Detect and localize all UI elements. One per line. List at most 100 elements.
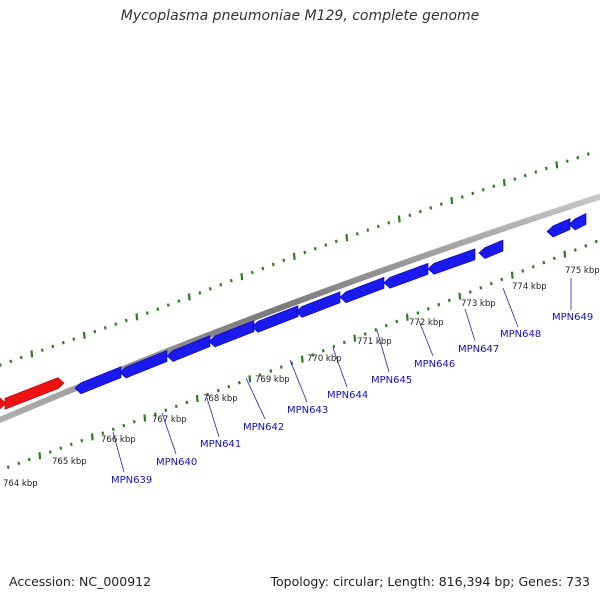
minor-tick [584, 244, 588, 248]
minor-tick [229, 278, 233, 283]
minor-tick [101, 431, 105, 435]
minor-tick [19, 355, 23, 360]
major-tick [405, 313, 409, 321]
minor-tick [198, 291, 202, 295]
gene-label: MPN648 [500, 329, 541, 340]
major-tick [90, 433, 94, 441]
map-title: Mycoplasma pneumoniae M129, complete gen… [120, 8, 480, 24]
minor-tick [72, 337, 76, 341]
minor-tick [206, 392, 210, 397]
gene-label: MPN645 [371, 375, 412, 386]
minor-tick [542, 260, 546, 265]
leader-line [245, 377, 266, 420]
minor-tick [387, 221, 391, 225]
minor-tick [500, 277, 504, 282]
minor-tick [471, 191, 475, 196]
forward-gene-arrow [0, 397, 7, 410]
minor-tick [48, 450, 52, 454]
major-tick [82, 331, 86, 339]
gene-label: MPN641 [200, 439, 241, 450]
major-tick [345, 233, 349, 242]
major-tick [397, 215, 401, 223]
gene-label: MPN646 [414, 359, 455, 370]
minor-tick [227, 384, 231, 389]
accession-text: Accession: NC_000912 [9, 574, 152, 589]
minor-tick [416, 311, 420, 315]
minor-tick [269, 369, 273, 373]
leader-line [332, 347, 348, 388]
kbp-label: 766 kbp [101, 435, 136, 445]
minor-tick [366, 228, 370, 232]
major-tick [510, 271, 514, 279]
minor-tick [594, 239, 598, 244]
minor-tick [111, 427, 115, 432]
minor-tick [208, 287, 212, 291]
minor-tick [321, 349, 325, 353]
leader-line [376, 329, 390, 373]
gene-track [0, 212, 587, 410]
major-tick [135, 313, 139, 321]
kbp-label: 771 kbp [357, 337, 392, 347]
leader-line [206, 397, 220, 438]
minor-tick [258, 373, 262, 377]
gene-label: MPN644 [327, 390, 368, 401]
minor-tick [324, 243, 328, 247]
minor-tick [531, 265, 535, 269]
minor-tick [489, 281, 493, 286]
minor-tick [429, 206, 433, 210]
minor-tick [521, 269, 525, 273]
leader-line [289, 359, 308, 403]
minor-tick [573, 248, 577, 252]
major-tick [300, 355, 304, 363]
minor-tick [384, 323, 388, 328]
kbp-label: 764 kbp [3, 479, 38, 489]
major-tick [563, 250, 567, 258]
minor-tick [447, 298, 451, 303]
reverse-gene-arrow [208, 320, 255, 348]
minor-tick [27, 457, 31, 462]
major-tick [450, 196, 454, 205]
kbp-label: 769 kbp [255, 375, 290, 385]
reverse-gene-arrow [339, 276, 385, 304]
kbp-label: 775 kbp [565, 266, 600, 276]
minor-tick [69, 442, 73, 447]
minor-tick [124, 318, 128, 323]
leader-line [161, 412, 177, 455]
minor-tick [282, 258, 286, 263]
major-tick [248, 375, 252, 383]
kbp-label: 765 kbp [52, 457, 87, 467]
kbp-label: 773 kbp [461, 299, 496, 309]
minor-tick [80, 438, 84, 443]
minor-tick [156, 307, 160, 311]
major-tick [38, 452, 42, 460]
minor-tick [332, 344, 336, 349]
minor-tick [426, 307, 430, 311]
minor-tick [355, 232, 359, 236]
kbp-label: 772 kbp [409, 318, 444, 328]
inner-tick-ring [6, 239, 598, 469]
minor-tick [565, 159, 569, 163]
major-tick [458, 292, 462, 300]
reverse-gene-arrow [74, 366, 122, 395]
minor-tick [59, 446, 63, 450]
leader-line [112, 431, 125, 473]
minor-tick [237, 381, 241, 385]
minor-tick [576, 155, 580, 160]
kbp-label: 767 kbp [152, 415, 187, 425]
minor-tick [17, 461, 21, 466]
minor-tick [479, 286, 483, 290]
minor-tick [216, 388, 220, 393]
minor-tick [395, 319, 399, 324]
minor-tick [261, 266, 265, 271]
minor-tick [439, 202, 443, 206]
kbp-label: 774 kbp [512, 282, 547, 292]
minor-tick [9, 359, 13, 364]
minor-tick [437, 302, 441, 307]
minor-tick [40, 348, 44, 352]
minor-tick [122, 423, 126, 428]
minor-tick [334, 239, 338, 243]
minor-tick [374, 328, 378, 332]
minor-tick [552, 256, 556, 261]
minor-tick [145, 311, 149, 315]
